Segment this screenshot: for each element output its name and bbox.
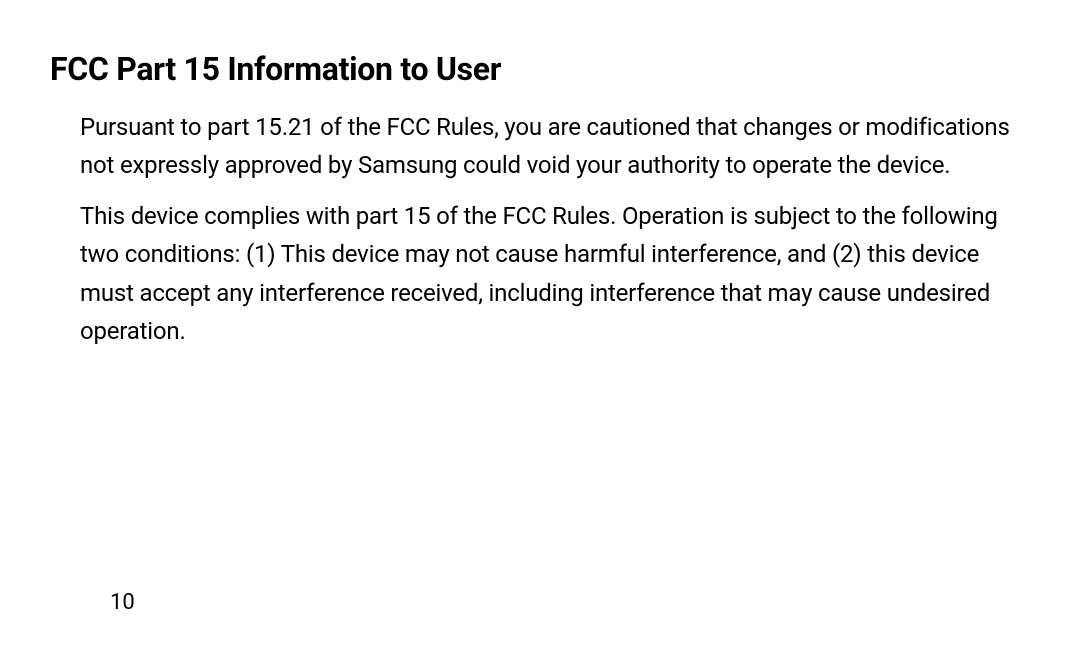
section-heading: FCC Part 15 Information to User	[50, 50, 1030, 88]
paragraph-2: This device complies with part 15 of the…	[80, 197, 1030, 351]
page-number: 10	[110, 590, 135, 615]
paragraph-1: Pursuant to part 15.21 of the FCC Rules,…	[80, 108, 1030, 185]
